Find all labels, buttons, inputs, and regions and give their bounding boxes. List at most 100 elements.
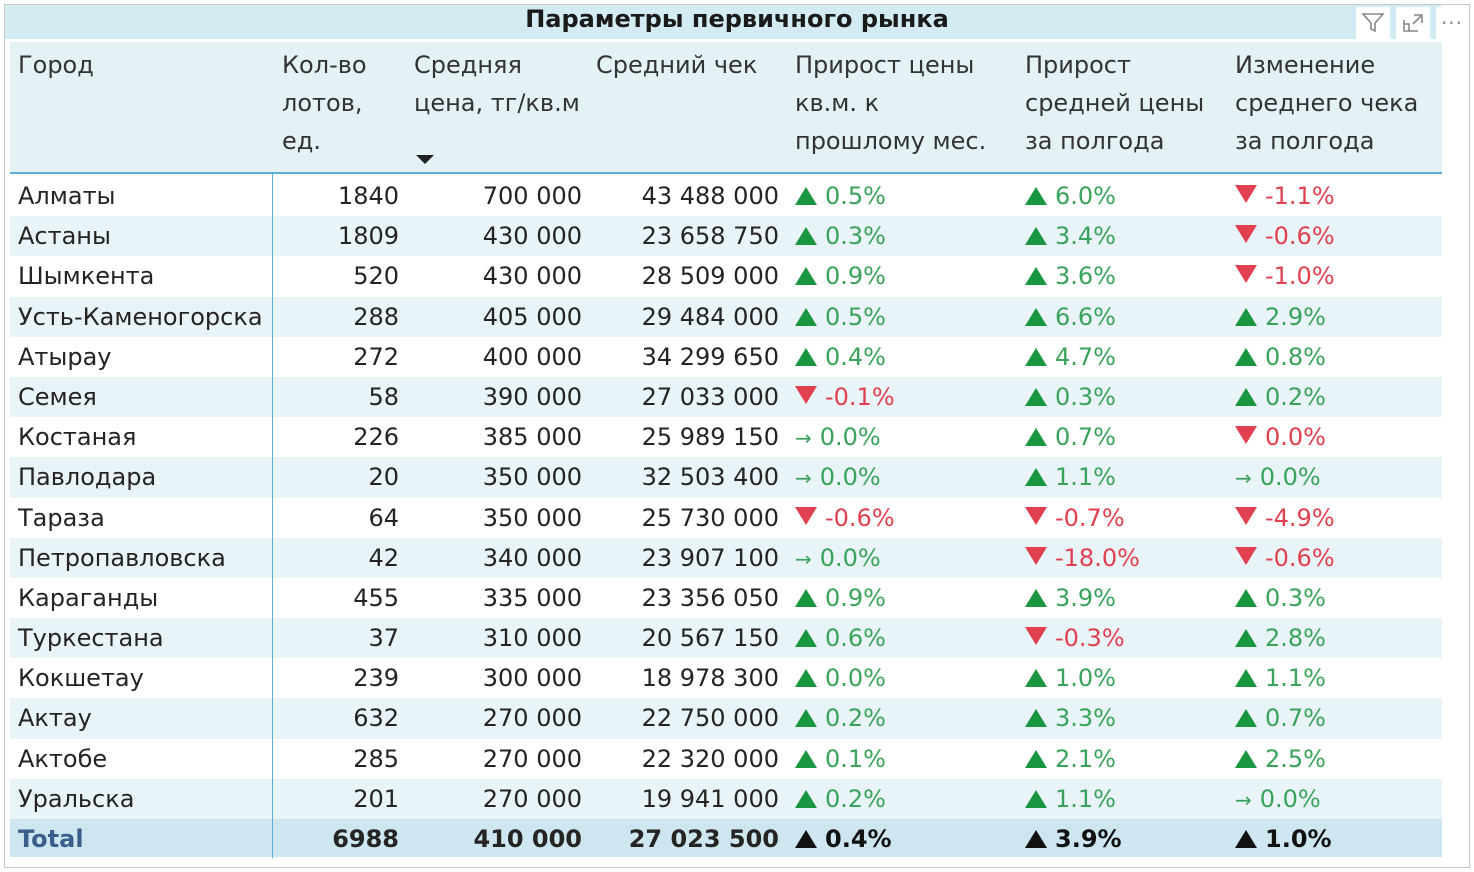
triangle-down-icon <box>795 385 817 404</box>
kpi-cell: 0.8% <box>1235 337 1326 377</box>
kpi-value: 2.1% <box>1055 744 1116 773</box>
arrow-right-icon: → <box>795 546 812 571</box>
triangle-up-icon <box>1025 709 1047 728</box>
kpi-cell: 0.5% <box>795 297 886 337</box>
city-cell: Алматы <box>18 182 116 210</box>
triangle-up-icon <box>795 227 817 246</box>
kpi-cell: 1.1% <box>1025 779 1116 819</box>
avg-price-cell: 350 000 <box>482 463 582 492</box>
triangle-up-icon <box>1025 227 1047 246</box>
table-row[interactable]: Кокшетау 239 300 000 18 978 300 0.0% 1.0% 1.1% <box>10 658 1442 698</box>
triangle-down-icon <box>1025 546 1047 565</box>
triangle-up-icon <box>795 267 817 286</box>
triangle-up-icon <box>1235 629 1257 648</box>
visual-title: Параметры первичного рынка <box>525 5 949 33</box>
triangle-up-icon <box>1025 428 1047 447</box>
kpi-value: 0.3% <box>825 222 886 251</box>
table-header: Город Кол-во лотов, ед. Средняя цена, тг/кв.м… <box>10 42 1442 174</box>
avg-check-cell: 27 023 500 <box>628 825 779 853</box>
kpi-cell: -1.1% <box>1235 176 1335 216</box>
kpi-cell: 1.1% <box>1025 457 1116 497</box>
avg-price-cell: 700 000 <box>482 182 582 210</box>
total-row[interactable]: Total 6988 410 000 27 023 500 0.4% 3.9% 1.0% <box>10 819 1442 857</box>
more-options-button[interactable]: ··· <box>1436 7 1468 39</box>
avg-price-cell: 385 000 <box>482 423 582 452</box>
table-row[interactable]: Шымкента 520 430 000 28 509 000 0.9% 3.6% -1.0… <box>10 256 1442 296</box>
table-row[interactable]: Атырау 272 400 000 34 299 650 0.4% 4.7% 0.8% <box>10 337 1442 377</box>
kpi-cell: -1.0% <box>1235 256 1335 296</box>
table-row[interactable]: Семея 58 390 000 27 033 000 -0.1% 0.3% 0.2% <box>10 376 1442 418</box>
triangle-up-icon <box>1025 387 1047 406</box>
lots-count-cell: 288 <box>353 302 399 331</box>
kpi-value: 0.7% <box>1265 704 1326 733</box>
table-row[interactable]: Актау 632 270 000 22 750 000 0.2% 3.3% 0.7% <box>10 698 1442 739</box>
avg-price-cell: 270 000 <box>482 784 582 813</box>
column-header-line: Прирост <box>1025 51 1131 79</box>
triangle-up-icon <box>1025 669 1047 688</box>
sort-descending-icon[interactable] <box>416 155 434 164</box>
column-header-line: Средний чек <box>596 51 758 79</box>
table-row[interactable]: Усть-Каменогорска 288 405 000 29 484 000 0.5… <box>10 296 1442 337</box>
table-row[interactable]: Павлодара 20 350 000 32 503 400 → 0.0% 1.1% → 0.… <box>10 457 1442 498</box>
column-header[interactable]: Средний чек <box>596 46 757 84</box>
column-header-line: за полгода <box>1235 127 1375 155</box>
arrow-right-icon: → <box>795 466 812 491</box>
lots-count-cell: 632 <box>353 704 399 733</box>
lots-count-cell: 239 <box>353 664 399 693</box>
kpi-cell: 2.1% <box>1025 739 1116 779</box>
triangle-up-icon <box>795 789 817 808</box>
kpi-value: 2.9% <box>1265 302 1326 331</box>
kpi-cell: → 0.0% <box>1235 779 1321 820</box>
kpi-cell: 0.1% <box>795 739 886 779</box>
filter-icon <box>1361 13 1385 33</box>
filter-button[interactable] <box>1356 7 1390 39</box>
avg-check-cell: 27 033 000 <box>641 382 779 411</box>
city-cell: Павлодара <box>18 463 157 492</box>
triangle-up-icon <box>1025 749 1047 768</box>
table-row[interactable]: Караганды 455 335 000 23 356 050 0.9% 3.9% 0.3… <box>10 578 1442 618</box>
column-header[interactable]: Кол-во лотов, ед. <box>282 46 367 160</box>
triangle-up-icon <box>795 347 817 366</box>
table-row[interactable]: Актобе 285 270 000 22 320 000 0.1% 2.1% 2.5% <box>10 739 1442 779</box>
kpi-cell: 0.3% <box>1025 377 1116 417</box>
lots-count-cell: 64 <box>368 503 399 532</box>
city-cell: Кокшетау <box>18 664 144 693</box>
city-cell: Туркестана <box>18 624 164 653</box>
column-header[interactable]: Средняя цена, тг/кв.м <box>414 46 580 122</box>
triangle-down-icon <box>1025 506 1047 525</box>
kpi-value: 0.4% <box>825 342 886 371</box>
table-row[interactable]: Тараза 64 350 000 25 730 000 -0.6% -0.7% -4.9% <box>10 498 1442 538</box>
kpi-cell: 0.2% <box>795 779 886 819</box>
avg-check-cell: 43 488 000 <box>641 182 779 210</box>
column-header[interactable]: Прирост средней цены за полгода <box>1025 46 1204 160</box>
kpi-value: 0.5% <box>825 302 886 331</box>
triangle-up-icon <box>1235 387 1257 406</box>
kpi-value: 0.2% <box>825 784 886 813</box>
column-header[interactable]: Город <box>18 46 94 84</box>
table-row[interactable]: Алматы 1840 700 000 43 488 000 0.5% 6.0% -1.1% <box>10 176 1442 216</box>
kpi-value: -0.3% <box>1055 624 1125 653</box>
triangle-up-icon <box>1025 267 1047 286</box>
avg-price-cell: 270 000 <box>482 744 582 773</box>
triangle-down-icon <box>1235 265 1257 284</box>
kpi-cell: -4.9% <box>1235 498 1335 538</box>
kpi-value: 0.8% <box>1265 342 1326 371</box>
focus-mode-button[interactable] <box>1396 7 1430 39</box>
column-header[interactable]: Прирост цены кв.м. к прошлому мес. <box>795 46 986 160</box>
table-row[interactable]: Туркестана 37 310 000 20 567 150 0.6% -0.3% 2.… <box>10 618 1442 659</box>
table-row[interactable]: Костаная 226 385 000 25 989 150 → 0.0% 0.7% 0.0… <box>10 417 1442 457</box>
triangle-down-icon <box>1235 426 1257 445</box>
table-row[interactable]: Петропавловска 42 340 000 23 907 100 → 0.0% -1… <box>10 537 1442 578</box>
kpi-cell: 3.6% <box>1025 256 1116 296</box>
kpi-value: 0.6% <box>825 624 886 653</box>
city-cell: Усть-Каменогорска <box>18 302 263 331</box>
column-header[interactable]: Изменение среднего чека за полгода <box>1235 46 1418 160</box>
triangle-down-icon <box>795 506 817 525</box>
avg-price-cell: 430 000 <box>482 262 582 291</box>
table-row[interactable]: Уральска 201 270 000 19 941 000 0.2% 1.1% → 0.0… <box>10 778 1442 820</box>
table-row[interactable]: Астаны 1809 430 000 23 658 750 0.3% 3.4% -0.6% <box>10 216 1442 257</box>
kpi-cell: 0.3% <box>1235 578 1326 618</box>
avg-check-cell: 28 509 000 <box>641 262 779 291</box>
focus-mode-icon <box>1403 14 1423 32</box>
city-cell: Актобе <box>18 744 108 773</box>
